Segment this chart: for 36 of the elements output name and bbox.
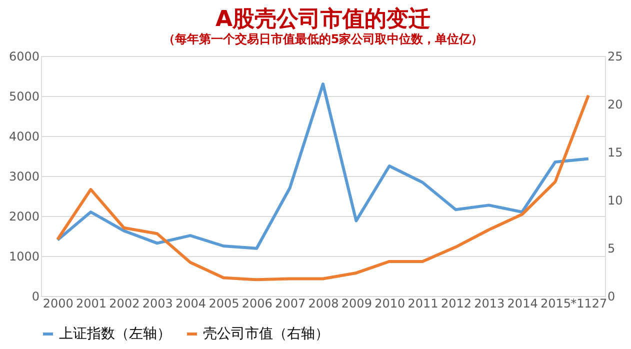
x-tick-label: 2004 [176, 296, 206, 310]
chart-subtitle: （每年第一个交易日市值最低的5家公司取中位数，单位亿） [162, 32, 484, 46]
x-tick-label: 2010 [374, 296, 406, 310]
x-tick-label: 2002 [109, 296, 140, 310]
line-series [56, 94, 590, 282]
y-tick-label: 4000 [8, 130, 40, 144]
y-tick-label: 5000 [8, 90, 40, 104]
x-tick-label: 2000 [42, 296, 74, 310]
y-tick-label: 1000 [8, 250, 40, 264]
x-tick-label: 2015 [540, 296, 572, 310]
x-tick-label: 2006 [242, 296, 272, 310]
y2-tick-label: 25 [608, 50, 623, 64]
y-tick-label: 2000 [8, 210, 40, 224]
x-tick-label: 2011 [408, 296, 438, 310]
line-series [56, 82, 590, 250]
x-tick-label: 2003 [142, 296, 173, 310]
y2-tick-label: 0 [608, 290, 616, 304]
y2-tick-label: 20 [608, 98, 623, 112]
x-tick-label: 2008 [308, 296, 339, 310]
x-tick-label: 2009 [341, 296, 372, 310]
x-tick-label: 2007 [275, 296, 306, 310]
legend-label: 壳公司市值（右轴） [203, 326, 329, 342]
x-tick-label: 2013 [474, 296, 505, 310]
y-tick-label: 6000 [8, 50, 40, 64]
x-tick-label: 2005 [208, 296, 240, 310]
x-tick-label: 2014 [507, 296, 538, 310]
chart-title: A股壳公司市值的变迁 [215, 6, 431, 32]
y2-tick-label: 5 [608, 242, 616, 256]
y2-tick-label: 10 [608, 194, 623, 208]
y-tick-label: 0 [32, 290, 40, 304]
legend-label: 上证指数（左轴） [59, 326, 171, 342]
x-tick-label: *1127 [570, 296, 608, 310]
y-tick-label: 3000 [8, 170, 40, 184]
x-tick-label: 2012 [440, 296, 472, 310]
x-tick-label: 2001 [76, 296, 107, 310]
y2-tick-label: 15 [608, 146, 623, 160]
